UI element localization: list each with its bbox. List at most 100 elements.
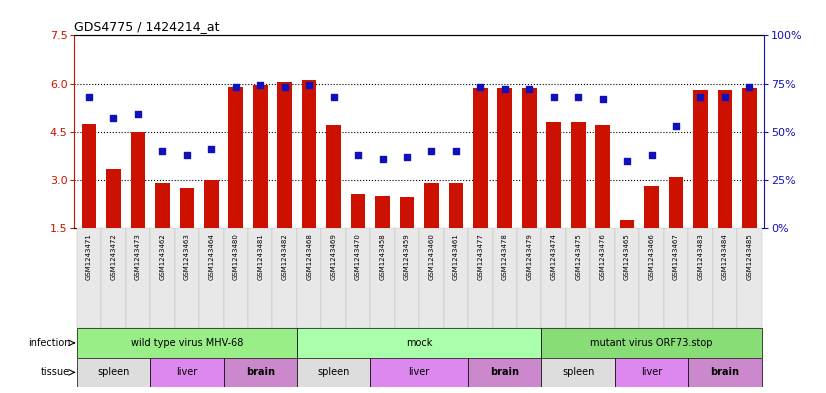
Bar	[297, 328, 542, 358]
Bar	[424, 183, 439, 228]
Point	[205, 146, 218, 152]
Text: mutant virus ORF73.stop: mutant virus ORF73.stop	[591, 338, 713, 348]
Text: brain: brain	[245, 367, 275, 377]
Bar	[150, 358, 224, 387]
Point	[229, 84, 242, 90]
Text: GSM1243470: GSM1243470	[355, 233, 361, 280]
Bar	[542, 358, 615, 387]
Point	[572, 94, 585, 100]
Text: GSM1243473: GSM1243473	[135, 233, 141, 280]
Text: liver: liver	[409, 367, 430, 377]
Point	[474, 84, 487, 90]
Text: GSM1243481: GSM1243481	[257, 233, 263, 280]
Text: GSM1243484: GSM1243484	[722, 233, 728, 280]
Point	[302, 82, 316, 88]
Point	[523, 86, 536, 92]
Bar	[375, 196, 390, 228]
Text: spleen: spleen	[317, 367, 349, 377]
Text: GSM1243480: GSM1243480	[233, 233, 239, 280]
Point	[254, 82, 267, 88]
Point	[327, 94, 340, 100]
Bar	[669, 176, 683, 228]
Bar	[571, 122, 586, 228]
Bar	[492, 228, 517, 328]
Text: spleen: spleen	[562, 367, 595, 377]
Point	[498, 86, 511, 92]
Bar	[273, 228, 297, 328]
Point	[669, 123, 682, 129]
Text: brain: brain	[710, 367, 739, 377]
Bar	[150, 228, 174, 328]
Text: GSM1243461: GSM1243461	[453, 233, 459, 280]
Text: GDS4775 / 1424214_at: GDS4775 / 1424214_at	[74, 20, 220, 33]
Bar	[155, 183, 169, 228]
Bar	[351, 194, 365, 228]
Text: GSM1243476: GSM1243476	[600, 233, 605, 280]
Point	[596, 96, 610, 102]
Text: GSM1243471: GSM1243471	[86, 233, 92, 280]
Text: GSM1243459: GSM1243459	[404, 233, 410, 280]
Bar	[644, 186, 659, 228]
Bar	[420, 228, 444, 328]
Bar	[591, 228, 615, 328]
Bar	[542, 328, 762, 358]
Point	[401, 154, 414, 160]
Bar	[82, 124, 97, 228]
Bar	[615, 358, 688, 387]
Bar	[131, 132, 145, 228]
Text: GSM1243462: GSM1243462	[159, 233, 165, 280]
Text: tissue: tissue	[41, 367, 70, 377]
Bar	[542, 228, 566, 328]
Text: mock: mock	[406, 338, 432, 348]
Bar	[737, 228, 762, 328]
Bar	[370, 228, 395, 328]
Bar	[179, 188, 194, 228]
Bar	[596, 125, 610, 228]
Bar	[400, 197, 415, 228]
Bar	[620, 220, 634, 228]
Bar	[224, 358, 297, 387]
Text: infection: infection	[28, 338, 70, 348]
Text: brain: brain	[491, 367, 520, 377]
Bar	[444, 228, 468, 328]
Text: GSM1243472: GSM1243472	[111, 233, 116, 280]
Text: GSM1243465: GSM1243465	[624, 233, 630, 280]
Bar	[370, 358, 468, 387]
Point	[719, 94, 732, 100]
Bar	[449, 183, 463, 228]
Bar	[204, 180, 219, 228]
Text: liver: liver	[641, 367, 662, 377]
Text: GSM1243463: GSM1243463	[184, 233, 190, 280]
Point	[645, 152, 658, 158]
Point	[107, 115, 120, 121]
Point	[694, 94, 707, 100]
Point	[620, 157, 634, 163]
Bar	[742, 88, 757, 228]
Text: GSM1243475: GSM1243475	[575, 233, 582, 280]
Bar	[664, 228, 688, 328]
Bar	[718, 90, 733, 228]
Point	[743, 84, 756, 90]
Point	[131, 111, 145, 118]
Point	[351, 152, 364, 158]
Bar	[77, 228, 102, 328]
Text: GSM1243464: GSM1243464	[208, 233, 214, 280]
Bar	[468, 358, 542, 387]
Text: GSM1243483: GSM1243483	[697, 233, 704, 280]
Bar	[297, 228, 321, 328]
Bar	[224, 228, 248, 328]
Bar	[297, 358, 370, 387]
Text: GSM1243474: GSM1243474	[551, 233, 557, 280]
Bar	[468, 228, 492, 328]
Bar	[301, 80, 316, 228]
Bar	[102, 228, 126, 328]
Text: GSM1243460: GSM1243460	[429, 233, 434, 280]
Point	[83, 94, 96, 100]
Text: GSM1243467: GSM1243467	[673, 233, 679, 280]
Text: GSM1243477: GSM1243477	[477, 233, 483, 280]
Text: liver: liver	[176, 367, 197, 377]
Bar	[693, 90, 708, 228]
Point	[180, 152, 193, 158]
Bar	[497, 88, 512, 228]
Point	[376, 156, 389, 162]
